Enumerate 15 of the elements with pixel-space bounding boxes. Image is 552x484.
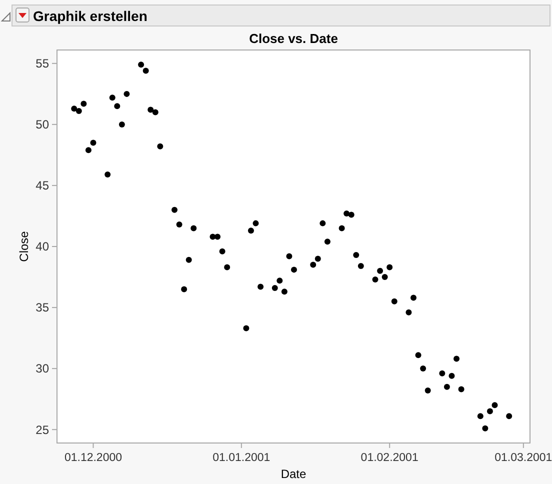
text: Graphik erstellen xyxy=(33,8,148,24)
x-tick-label: 01.03.2001 xyxy=(494,452,552,464)
y-tick-label: 25 xyxy=(36,422,50,437)
y-axis-title: Close xyxy=(17,230,31,262)
x-tick-label: 01.12.2000 xyxy=(64,452,122,464)
chart-title: Close vs. Date xyxy=(249,31,338,46)
y-tick-label: 30 xyxy=(36,362,50,376)
y-tick-label: 40 xyxy=(36,240,50,254)
y-tick-label: 50 xyxy=(36,118,50,132)
x-tick-label: 01.01.2001 xyxy=(212,452,270,464)
x-tick-label: 01.02.2001 xyxy=(360,452,418,464)
y-tick-label: 35 xyxy=(36,300,50,315)
y-tick-label: 55 xyxy=(36,56,50,71)
x-axis-title: Date xyxy=(280,467,306,481)
y-tick-label: 45 xyxy=(36,178,50,193)
